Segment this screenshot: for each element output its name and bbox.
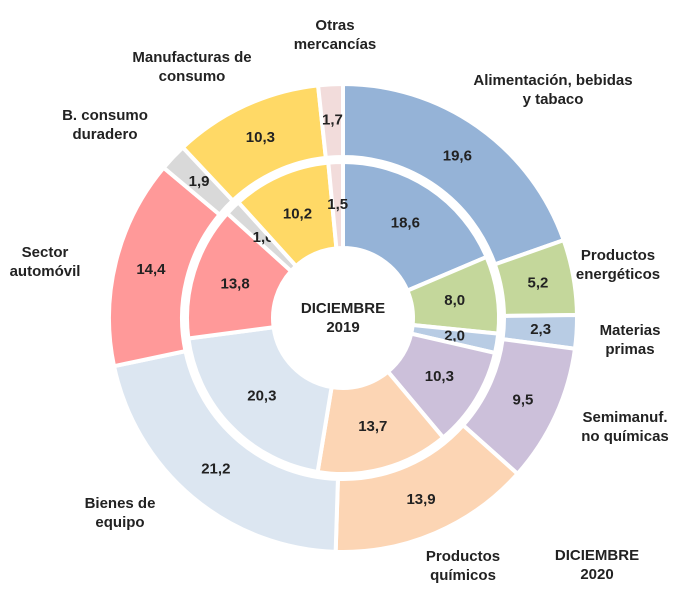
value-label: 2,3 [530,321,551,338]
value-label: 9,5 [513,392,534,409]
donut-segment [315,81,345,161]
category-label: Productos químicos [425,548,501,584]
value-label: 13,9 [406,491,435,508]
category-label: Otras mercancías [293,17,377,53]
category-label: Materias primas [599,322,661,358]
value-label: 20,3 [247,388,276,405]
category-label: Productos energéticos [575,247,661,283]
value-label: 1,9 [189,173,210,190]
value-label: 1,5 [327,196,348,213]
category-label: Semimanuf. no químicas [581,409,669,445]
donut-segment [186,324,334,475]
value-label: 19,6 [443,147,472,164]
series-label: DICIEMBRE 2019 [300,300,386,336]
category-label: Sector automóvil [9,244,81,280]
value-label: 10,2 [283,206,312,223]
value-label: 13,8 [220,275,249,292]
value-label: 10,3 [246,129,275,146]
category-label: Bienes de equipo [84,495,156,531]
value-label: 14,4 [136,261,166,278]
category-label: B. consumo duradero [62,107,148,143]
value-label: 5,2 [528,274,549,291]
value-label: 1,7 [322,111,343,128]
category-label: Alimentación, bebidas y tabaco [473,72,633,108]
donut-segment [341,159,490,294]
value-label: 10,3 [425,368,454,385]
value-label: 13,7 [358,418,387,435]
value-label: 21,2 [201,461,230,478]
value-label: 8,0 [444,292,465,309]
value-label: 2,0 [444,327,465,344]
category-label: Manufacturas de consumo [132,49,252,85]
donut-segment [326,159,345,251]
value-label: 18,6 [391,215,420,232]
series-label: DICIEMBRE 2020 [554,547,640,583]
